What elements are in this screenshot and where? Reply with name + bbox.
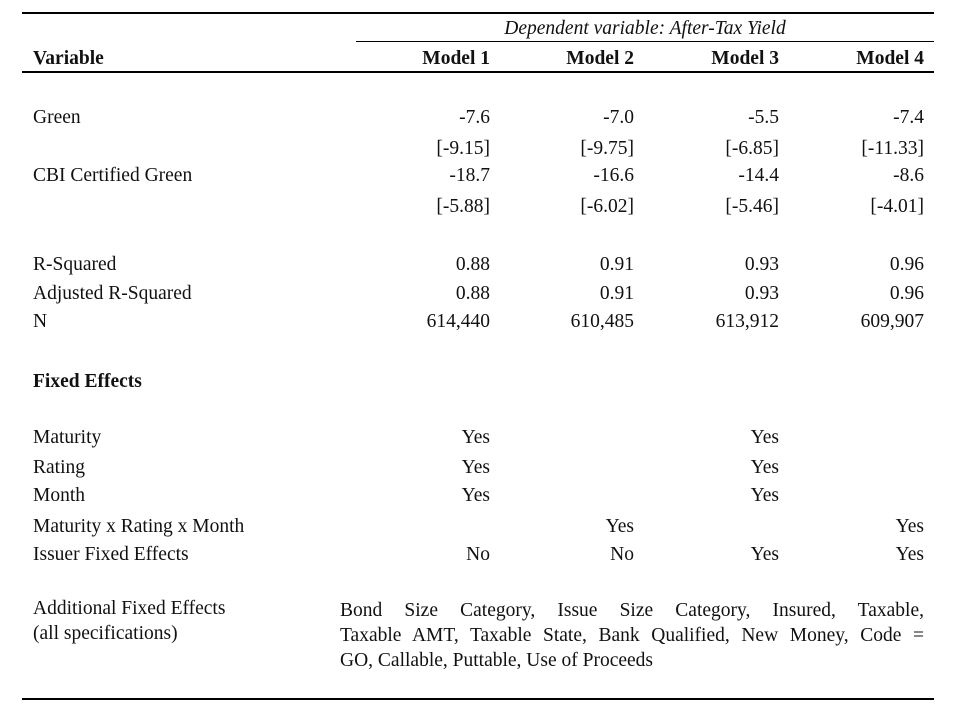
cbi-tstat-model-4: [-4.01]: [870, 196, 924, 217]
issuer-fixed-effects-model-2: No: [610, 544, 634, 565]
variable-column-header: Variable: [33, 48, 104, 69]
r-squared-label: R-Squared: [33, 254, 117, 275]
cbi-coef-model-1: -18.7: [449, 165, 490, 186]
maturity-rating-month-model-4: Yes: [895, 516, 924, 537]
cbi-certified-green-label: CBI Certified Green: [33, 165, 193, 186]
cbi-tstat-model-1: [-5.88]: [436, 196, 490, 217]
n-label: N: [33, 311, 48, 332]
green-tstat-model-4: [-11.33]: [861, 138, 924, 159]
issuer-fixed-effects-model-3: Yes: [750, 544, 779, 565]
issuer-fixed-effects-model-4: Yes: [895, 544, 924, 565]
cbi-coef-model-3: -14.4: [738, 165, 779, 186]
green-coef-model-1: -7.6: [459, 107, 490, 128]
cbi-coef-model-4: -8.6: [893, 165, 924, 186]
n-model-3: 613,912: [715, 311, 779, 332]
top-rule: [22, 12, 934, 14]
model-2-header: Model 2: [566, 48, 634, 69]
additional-text-line: Taxable AMT, Taxable State, Bank Qualifi…: [340, 625, 924, 646]
r-squared-model-2: 0.91: [599, 254, 634, 275]
green-coef-model-2: -7.0: [603, 107, 634, 128]
r-squared-model-3: 0.93: [744, 254, 779, 275]
maturity-model-1: Yes: [461, 427, 490, 448]
model-4-header: Model 4: [856, 48, 924, 69]
additional-text-line: GO, Callable, Puttable, Use of Proceeds: [340, 650, 654, 671]
cbi-tstat-model-3: [-5.46]: [725, 196, 779, 217]
additional-text-line: Bond Size Category, Issue Size Category,…: [340, 600, 924, 621]
adjusted-r-squared-model-3: 0.93: [744, 283, 779, 304]
adjusted-r-squared-model-1: 0.88: [455, 283, 490, 304]
month-model-3: Yes: [750, 485, 779, 506]
additional-fixed-effects-label: Additional Fixed Effects: [33, 598, 226, 619]
rating-label: Rating: [33, 457, 85, 478]
green-coef-model-4: -7.4: [893, 107, 924, 128]
adjusted-r-squared-model-4: 0.96: [889, 283, 924, 304]
maturity-rating-month-model-2: Yes: [605, 516, 634, 537]
model-1-header: Model 1: [422, 48, 490, 69]
issuer-fixed-effects-model-1: No: [466, 544, 490, 565]
issuer-fixed-effects-label: Issuer Fixed Effects: [33, 544, 189, 565]
model-3-header: Model 3: [711, 48, 779, 69]
maturity-rating-month-label: Maturity x Rating x Month: [33, 516, 245, 537]
green-coef-model-3: -5.5: [748, 107, 779, 128]
adjusted-r-squared-model-2: 0.91: [599, 283, 634, 304]
r-squared-model-4: 0.96: [889, 254, 924, 275]
additional-fixed-effects-text: Bond Size Category, Issue Size Category,…: [340, 598, 924, 673]
green-tstat-model-2: [-9.75]: [580, 138, 634, 159]
cbi-tstat-model-2: [-6.02]: [580, 196, 634, 217]
rating-model-1: Yes: [461, 457, 490, 478]
n-model-2: 610,485: [570, 311, 634, 332]
green-label: Green: [33, 107, 81, 128]
bottom-rule: [22, 698, 934, 700]
dependent-variable-rule: [356, 41, 934, 42]
maturity-label: Maturity: [33, 427, 102, 448]
maturity-model-3: Yes: [750, 427, 779, 448]
r-squared-model-1: 0.88: [455, 254, 490, 275]
green-tstat-model-3: [-6.85]: [725, 138, 779, 159]
n-model-1: 614,440: [426, 311, 490, 332]
all-specifications-label: (all specifications): [33, 623, 178, 644]
header-bottom-rule: [22, 71, 934, 73]
dependent-variable-caption: Dependent variable: After-Tax Yield: [504, 18, 786, 39]
adjusted-r-squared-label: Adjusted R-Squared: [33, 283, 192, 304]
rating-model-3: Yes: [750, 457, 779, 478]
green-tstat-model-1: [-9.15]: [436, 138, 490, 159]
fixed-effects-heading: Fixed Effects: [33, 371, 142, 392]
month-label: Month: [33, 485, 86, 506]
n-model-4: 609,907: [860, 311, 924, 332]
month-model-1: Yes: [461, 485, 490, 506]
cbi-coef-model-2: -16.6: [593, 165, 634, 186]
